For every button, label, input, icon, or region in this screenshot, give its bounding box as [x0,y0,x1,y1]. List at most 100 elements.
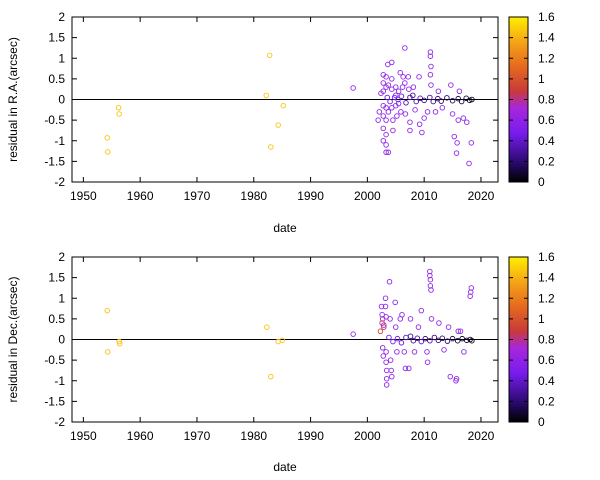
data-point [427,94,433,101]
x-tick-label: 2000 [354,189,381,203]
data-point [398,109,404,115]
data-point [428,287,434,293]
x-tick-label: 1970 [184,189,211,203]
data-point [427,276,434,283]
y-tick-label: 1 [58,291,65,305]
data-point [416,121,423,127]
data-point [275,122,281,128]
colorbar-tick-label: 0.2 [538,394,555,408]
data-point [449,97,456,104]
data-point [104,135,110,141]
data-point [441,347,447,353]
data-point [444,95,450,101]
y-tick-label: -1 [54,374,65,388]
colorbar-tick-label: 1 [538,72,545,86]
data-point [387,316,393,322]
data-point [395,96,401,103]
data-point [116,111,122,117]
data-point [405,74,412,80]
data-point [383,367,390,374]
colorbar-tick-label: 0.6 [538,353,555,367]
colorbar-tick-label: 0.4 [538,134,555,148]
data-point [392,299,398,306]
data-point [468,140,475,146]
data-point [415,324,422,330]
data-point [389,373,395,380]
x-tick-label: 2000 [354,429,381,443]
data-point [460,115,467,121]
data-point [389,76,395,82]
data-point [393,84,399,90]
x-tick-label: 1950 [70,429,97,443]
data-point [424,349,430,355]
data-point [406,86,412,92]
x-axis-title: date [273,460,297,474]
data-point [458,98,465,105]
y-tick-label: 0.5 [48,72,65,86]
data-point [350,331,356,337]
y-tick-label: -1.5 [44,394,65,408]
data-point [449,335,456,342]
data-point [264,324,270,330]
data-point [395,88,402,94]
data-point [445,324,452,330]
data-point [418,338,425,345]
data-point [431,334,438,341]
data-point [455,328,461,335]
data-point [380,125,387,132]
data-point [428,316,435,322]
data-point [439,104,446,111]
y-tick-label: 2 [58,10,65,24]
data-point [390,127,396,134]
data-point [398,93,405,99]
data-point [410,92,416,99]
data-point [419,129,425,136]
data-point [466,160,472,167]
data-point [449,111,456,117]
x-tick-label: 1960 [127,429,154,443]
data-point [377,328,384,335]
data-point [388,367,394,374]
data-point [379,345,386,351]
chart-panel-1: 1950 1960 1970 1980 1990 2000 2010 2020-2-1.5-1… [6,10,555,235]
data-point [268,373,274,380]
data-point [464,337,470,344]
data-point [469,337,475,344]
data-point [390,117,396,123]
colorbar-tick-label: 0.4 [538,374,555,388]
y-axis-title: residual in Dec.(arcsec) [6,276,20,402]
data-point [469,96,475,103]
data-point [401,349,408,355]
y-tick-label: -0.5 [44,353,65,367]
data-point [383,349,389,355]
colorbar-tick-label: 0.6 [538,113,555,127]
data-point [468,285,475,291]
x-tick-label: 2020 [468,429,495,443]
data-point [402,80,408,86]
data-point [383,74,389,80]
data-point [448,82,454,88]
data-point [444,338,451,344]
data-point [414,335,421,342]
data-point [430,98,436,105]
data-point [411,349,418,355]
data-point [407,119,413,125]
colorbar-tick-label: 0.8 [538,333,555,347]
data-point [115,104,122,111]
data-point [399,84,406,90]
data-point [266,52,273,59]
y-tick-label: -0.5 [44,113,65,127]
data-point [383,359,389,365]
data-point [376,109,383,115]
data-point [410,337,417,344]
data-point [380,113,387,119]
data-point [418,307,425,314]
data-point [464,119,470,125]
data-point [424,359,431,365]
y-tick-label: 1.5 [48,271,65,285]
colorbar-tick-label: 0.8 [538,93,555,107]
x-tick-label: 2010 [411,429,438,443]
data-point [399,312,405,318]
colorbar: 0 0.2 0.4 0.6 0.8 1 1.2 1.4 1.6 [508,250,555,429]
